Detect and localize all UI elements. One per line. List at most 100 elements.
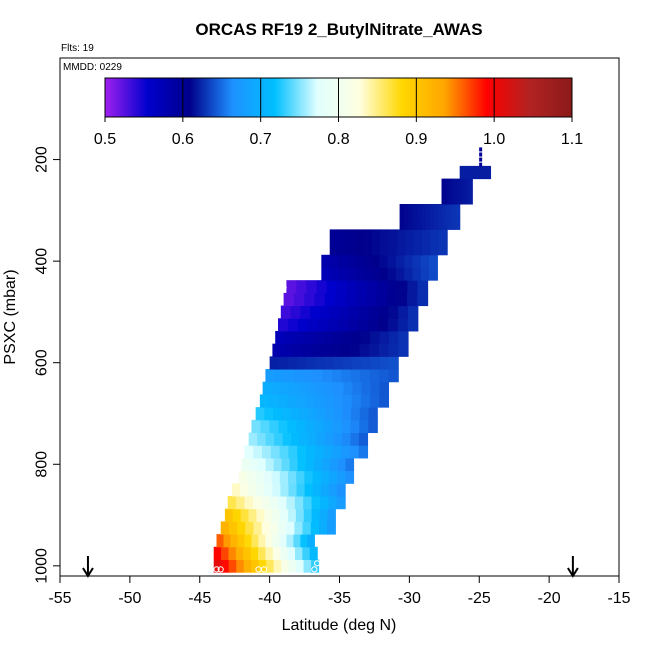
x-tick-label: -25 xyxy=(468,590,491,607)
heatmap-cell xyxy=(379,369,390,383)
heatmap-cell xyxy=(252,496,262,510)
y-tick-label: 600 xyxy=(34,349,51,376)
heatmap-cell xyxy=(450,191,454,205)
colorbar-tick-label: 1.0 xyxy=(483,131,505,148)
heatmap-cell xyxy=(448,191,451,205)
heatmap-cell xyxy=(459,165,463,180)
heatmap-cell xyxy=(289,381,300,395)
heatmap-cell xyxy=(280,381,291,395)
heatmap-cell xyxy=(455,216,461,230)
heatmap-cell xyxy=(328,483,338,497)
heatmap-cell xyxy=(387,318,399,332)
heatmap-cell xyxy=(329,267,339,281)
y-axis-label: PSXC (mbar) xyxy=(2,269,19,364)
sample-marker xyxy=(213,566,220,573)
heatmap-cell xyxy=(287,470,297,484)
heatmap-cell xyxy=(279,534,287,548)
heatmap-cell xyxy=(451,204,456,218)
heatmap-cell xyxy=(305,394,316,408)
chart-title: ORCAS RF19 2_ButylNitrate_AWAS xyxy=(195,20,482,39)
heatmap-cell xyxy=(467,191,471,205)
heatmap-cell xyxy=(272,508,281,522)
heatmap-cell xyxy=(316,407,326,421)
heatmap-cell xyxy=(421,204,426,218)
heatmap-cell xyxy=(300,534,308,548)
heatmap-cell xyxy=(335,292,346,307)
heatmap-cell xyxy=(321,254,331,268)
colorbar-tick-label: 0.5 xyxy=(94,131,116,148)
heatmap-cell xyxy=(355,292,367,307)
heatmap-cell xyxy=(303,559,312,573)
heatmap-cell xyxy=(361,381,372,395)
heatmap-cell xyxy=(266,559,275,573)
colorbar-tick-label: 1.1 xyxy=(561,131,583,148)
y-tick-label: 200 xyxy=(34,146,51,173)
heatmap-cell xyxy=(455,204,461,218)
heatmap-cell xyxy=(251,534,260,548)
heatmap-cell xyxy=(290,407,300,421)
heatmap-cell xyxy=(465,191,469,205)
heatmap-cell xyxy=(461,165,465,180)
heatmap-cell xyxy=(235,546,244,560)
heatmap-cell xyxy=(213,559,222,573)
x-axis: -55 -50 -45 -40 -35 -30 -25 -20 -15 xyxy=(48,576,631,607)
heatmap-cell xyxy=(323,445,333,459)
heatmap-cell xyxy=(413,242,423,256)
heatmap-cell xyxy=(228,546,237,560)
heatmap-cell xyxy=(315,356,326,370)
heatmap-cell xyxy=(279,470,289,484)
heatmap-cell xyxy=(251,419,262,434)
x-axis-label: Latitude (deg N) xyxy=(282,617,397,634)
heatmap-cell xyxy=(253,521,263,535)
heatmap-cell xyxy=(368,419,378,434)
heatmap-cell xyxy=(280,508,289,522)
colorbar-tick-label: 0.9 xyxy=(405,131,427,148)
x-tick-label: -40 xyxy=(258,590,281,607)
heatmap-cell xyxy=(486,165,489,180)
heatmap-cell xyxy=(369,369,380,383)
heatmap-cell xyxy=(367,280,378,294)
heatmap-cell xyxy=(248,432,258,446)
heatmap-cell xyxy=(298,381,309,395)
heatmap-cell xyxy=(445,191,449,205)
heatmap-cell xyxy=(360,394,371,408)
heatmap-cell xyxy=(297,318,309,332)
heatmap-cell xyxy=(407,305,419,319)
heatmap-cell xyxy=(256,508,265,522)
heatmap-cell xyxy=(369,343,380,357)
heatmap-cell xyxy=(278,318,289,332)
heatmap-cell xyxy=(450,178,454,192)
plot-area: MMDD: 0229 xyxy=(59,57,620,578)
heatmap-cell xyxy=(396,229,406,243)
heatmap-cell xyxy=(305,419,315,434)
heatmap-cell xyxy=(311,508,321,522)
heatmap-cell xyxy=(310,305,321,319)
heatmap-cell xyxy=(286,521,295,535)
heatmap-cell xyxy=(283,292,295,307)
heatmap-cell xyxy=(256,483,265,497)
colorbar-ticks: 0.5 0.6 0.7 0.8 0.9 1.0 1.1 xyxy=(94,78,583,148)
sample-marker xyxy=(280,284,287,291)
heatmap-cell xyxy=(370,394,380,408)
heatmap-cell xyxy=(333,407,344,421)
heatmap-cell xyxy=(388,369,399,383)
heatmap-cell xyxy=(377,280,388,294)
heatmap-cell xyxy=(227,496,237,510)
heatmap-cell xyxy=(319,305,331,319)
heatmap-cell xyxy=(284,369,295,383)
heatmap-cell xyxy=(345,292,357,307)
heatmap-cell xyxy=(287,318,299,332)
heatmap-cell xyxy=(380,242,390,256)
heatmap-cell xyxy=(296,559,305,573)
heatmap-cell xyxy=(405,242,415,256)
heatmap-cell xyxy=(264,508,273,522)
heatmap-cell xyxy=(363,242,373,256)
heatmap-cell xyxy=(354,267,364,281)
heatmap-cell xyxy=(371,242,381,256)
heatmap-cell xyxy=(388,242,398,256)
heatmap-cell xyxy=(370,356,381,370)
heatmap-cell xyxy=(253,445,263,459)
heatmap-cell xyxy=(404,267,414,281)
heatmap-cell xyxy=(236,496,246,510)
data-point xyxy=(479,147,483,152)
